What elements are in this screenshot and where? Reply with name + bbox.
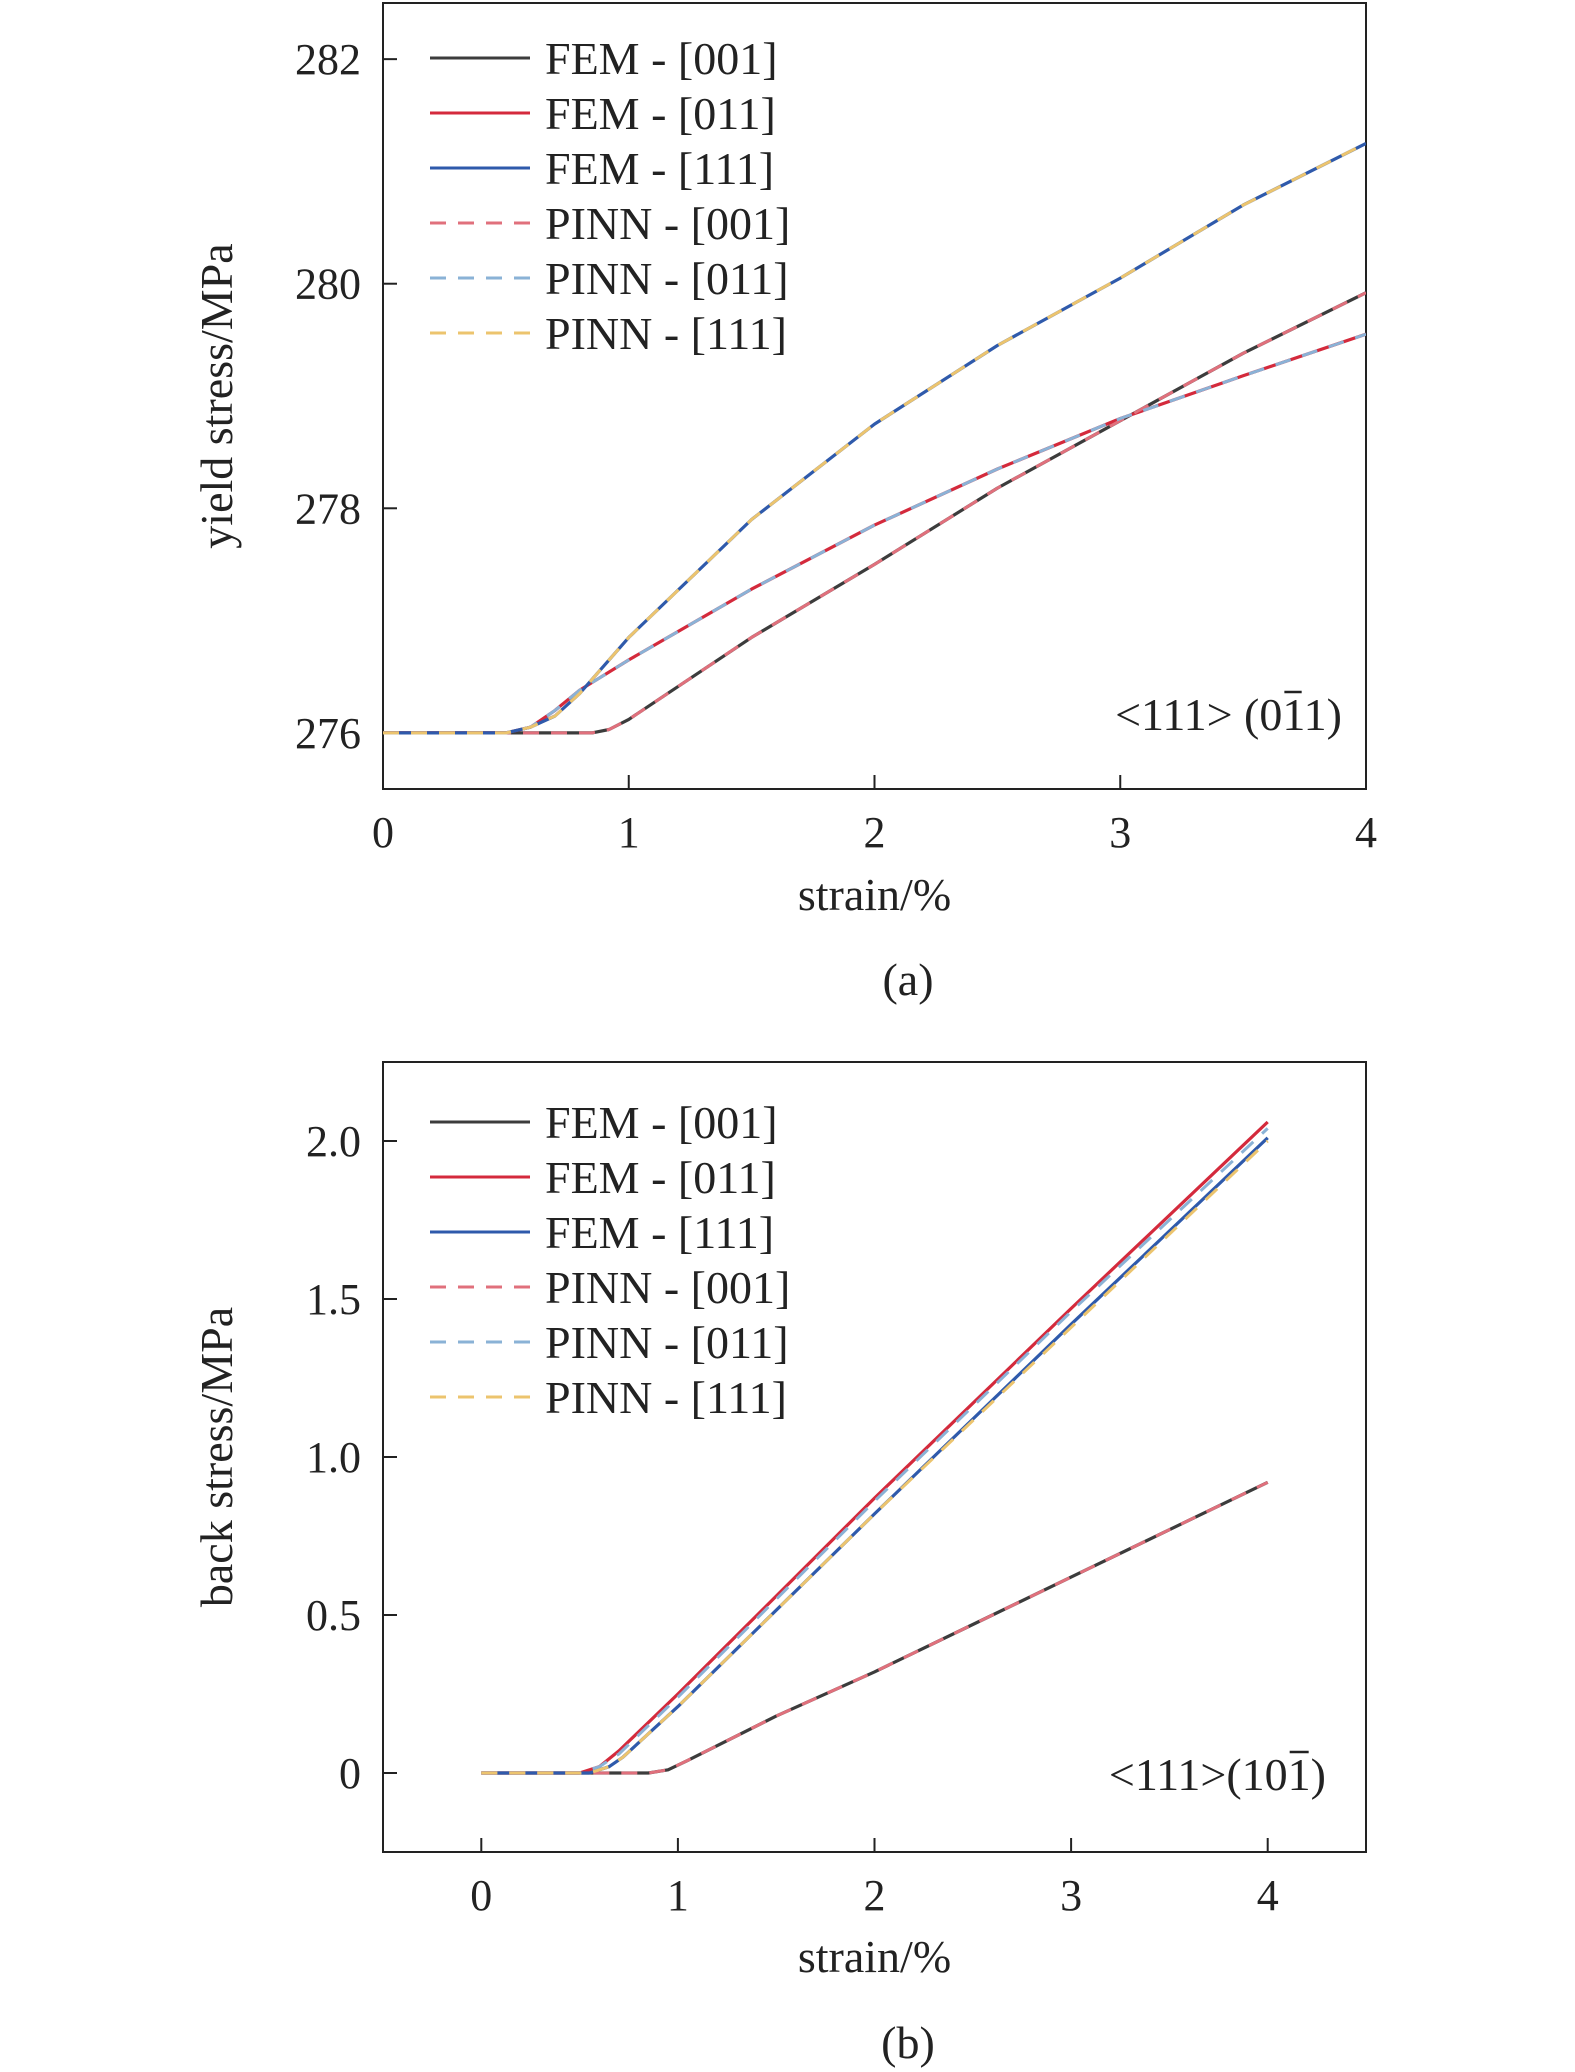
x-axis-title-a: strain/%: [798, 869, 951, 920]
legend-label-b-1: FEM - [011]: [545, 1152, 776, 1203]
series-line-a-4: [383, 332, 1366, 735]
series-group-a: [383, 141, 1366, 735]
y-axis-title-a: yield stress/MPa: [191, 243, 242, 548]
x-tick-label-b: 0: [470, 1871, 492, 1920]
overbar-digit-b: 1: [1288, 1749, 1311, 1800]
legend-label-b-0: FEM - [001]: [545, 1097, 778, 1148]
legend-label-b-3: PINN - [001]: [545, 1262, 790, 1313]
series-line-b-3: [481, 1480, 1269, 1775]
x-tick-label-a: 1: [618, 808, 640, 857]
chart-a: 0 1 2 3 4 276 278 280 282 strain/% yield stress/MP…: [191, 2, 1377, 1005]
legend-label-a-4: PINN - [011]: [545, 253, 789, 304]
x-tick-label-b: 3: [1060, 1871, 1082, 1920]
x-tick-label-b: 2: [864, 1871, 886, 1920]
plot-area-b: 0 1 2 3 4 0 0.5 1.0 1.5 2.0 strain/% back stress/MP…: [191, 1061, 1367, 1982]
x-tick-label-a: 2: [864, 808, 886, 857]
chart-b: 0 1 2 3 4 0 0.5 1.0 1.5 2.0 strain/% back stress/MP…: [191, 1061, 1367, 2068]
y-tick-label-a: 278: [295, 484, 361, 533]
y-tick-label-b: 0.5: [306, 1591, 361, 1640]
panel-label-b: (b): [881, 2017, 935, 2068]
x-tick-label-b: 1: [667, 1871, 689, 1920]
series-line-a-5: [383, 142, 1366, 735]
series-line-a-3: [383, 291, 1366, 735]
y-tick-label-b: 2.0: [306, 1117, 361, 1166]
legend-label-a-1: FEM - [011]: [545, 88, 776, 139]
legend-b: FEM - [001]FEM - [011]FEM - [111]PINN - …: [430, 1097, 790, 1423]
legend-label-b-5: PINN - [111]: [545, 1372, 787, 1423]
plot-area-a: 0 1 2 3 4 276 278 280 282 strain/% yield stress/MP…: [191, 2, 1377, 920]
series-line-a-1: [383, 332, 1366, 735]
y-tick-label-a: 276: [295, 709, 361, 758]
x-tick-label-a: 0: [372, 808, 394, 857]
legend-label-a-3: PINN - [001]: [545, 198, 790, 249]
plot-frame-b: [382, 1061, 1367, 1853]
series-group-b: [481, 1120, 1269, 1775]
series-line-b-4: [481, 1127, 1269, 1775]
legend-label-b-2: FEM - [111]: [545, 1207, 774, 1258]
legend-label-b-4: PINN - [011]: [545, 1317, 789, 1368]
y-tick-label-b: 1.0: [306, 1433, 361, 1482]
legend-label-a-0: FEM - [001]: [545, 33, 778, 84]
annotation-a: <111> (011): [1115, 689, 1342, 740]
plot-frame-a: [382, 2, 1367, 790]
x-tick-label-a: 3: [1109, 808, 1131, 857]
series-line-a-0: [383, 291, 1366, 735]
y-tick-label-b: 0: [339, 1749, 361, 1798]
legend-a: FEM - [001]FEM - [011]FEM - [111]PINN - …: [430, 33, 790, 359]
x-tick-label-a: 4: [1355, 808, 1377, 857]
series-line-b-5: [481, 1139, 1269, 1775]
y-axis-title-b: back stress/MPa: [191, 1307, 242, 1607]
legend-label-a-2: FEM - [111]: [545, 143, 774, 194]
x-axis-title-b: strain/%: [798, 1931, 951, 1982]
legend-label-a-5: PINN - [111]: [545, 308, 787, 359]
series-line-a-2: [383, 141, 1366, 735]
annotation-b: <111>(101): [1109, 1749, 1326, 1800]
y-tick-label-a: 280: [295, 260, 361, 309]
series-line-b-0: [481, 1480, 1269, 1775]
overbar-digit-a: 1: [1282, 689, 1303, 740]
y-tick-label-a: 282: [295, 35, 361, 84]
panel-label-a: (a): [882, 954, 933, 1005]
y-tick-label-b: 1.5: [306, 1275, 361, 1324]
x-tick-label-b: 4: [1257, 1871, 1279, 1920]
